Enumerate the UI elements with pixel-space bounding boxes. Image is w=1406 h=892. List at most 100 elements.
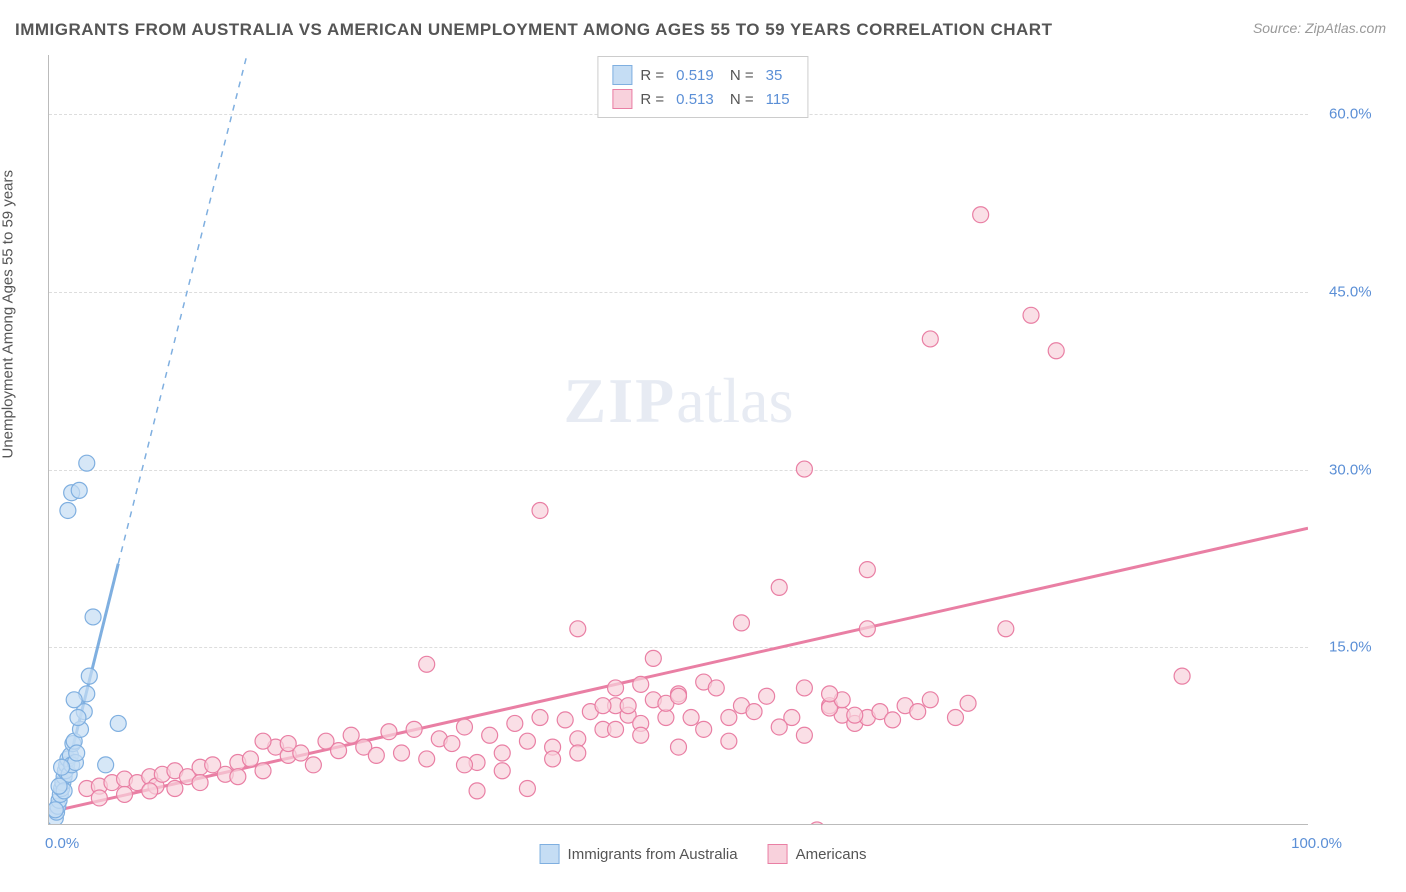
legend-item-1: Immigrants from Australia (540, 844, 738, 864)
y-axis-label: Unemployment Among Ages 55 to 59 years (0, 170, 17, 459)
data-point (608, 680, 624, 696)
data-point (771, 579, 787, 595)
data-point (519, 781, 535, 797)
data-point (771, 719, 787, 735)
legend-row-series-2: R = 0.513 N = 115 (612, 87, 793, 111)
legend-n-value-1: 35 (766, 67, 783, 84)
data-point (1048, 343, 1064, 359)
data-point (230, 769, 246, 785)
data-point (507, 715, 523, 731)
data-point (192, 775, 208, 791)
data-point (54, 759, 70, 775)
data-point (255, 763, 271, 779)
data-point (721, 733, 737, 749)
data-point (456, 719, 472, 735)
data-point (444, 736, 460, 752)
data-point (570, 621, 586, 637)
data-point (343, 727, 359, 743)
data-point (532, 710, 548, 726)
data-point (545, 751, 561, 767)
trend-line-immigrants-dashed (118, 55, 301, 564)
data-point (49, 802, 63, 818)
legend-swatch-bottom-1 (540, 844, 560, 864)
legend-label-1: Immigrants from Australia (568, 846, 738, 863)
data-point (671, 739, 687, 755)
legend-n-value-2: 115 (766, 91, 790, 108)
data-point (645, 650, 661, 666)
data-point (683, 710, 699, 726)
correlation-legend: R = 0.519 N = 35 R = 0.513 N = 115 (597, 56, 808, 118)
legend-label-2: Americans (796, 846, 867, 863)
data-point (532, 502, 548, 518)
data-point (71, 482, 87, 498)
legend-swatch-bottom-2 (768, 844, 788, 864)
data-point (51, 778, 67, 794)
data-point (98, 757, 114, 773)
data-point (633, 727, 649, 743)
legend-r-value-1: 0.519 (676, 67, 714, 84)
data-point (280, 736, 296, 752)
data-point (796, 680, 812, 696)
data-point (368, 747, 384, 763)
data-point (708, 680, 724, 696)
chart-svg (49, 55, 1308, 824)
legend-n-label: N = (726, 91, 754, 108)
data-point (456, 757, 472, 773)
data-point (822, 686, 838, 702)
data-point (960, 695, 976, 711)
legend-r-value-2: 0.513 (676, 91, 714, 108)
data-point (620, 698, 636, 714)
legend-r-label: R = (640, 67, 664, 84)
data-point (733, 615, 749, 631)
data-point (242, 751, 258, 767)
data-point (859, 621, 875, 637)
data-point (696, 721, 712, 737)
legend-n-label: N = (726, 67, 754, 84)
series-legend: Immigrants from Australia Americans (540, 844, 867, 864)
data-point (847, 707, 863, 723)
data-point (595, 698, 611, 714)
data-point (910, 704, 926, 720)
data-point (60, 502, 76, 518)
data-point (381, 724, 397, 740)
data-point (81, 668, 97, 684)
data-point (494, 763, 510, 779)
data-point (66, 692, 82, 708)
data-point (419, 656, 435, 672)
data-point (947, 710, 963, 726)
data-point (519, 733, 535, 749)
data-point (69, 745, 85, 761)
data-point (70, 710, 86, 726)
legend-swatch-2 (612, 89, 632, 109)
data-point (570, 745, 586, 761)
data-point (557, 712, 573, 728)
plot-area: ZIPatlas 0.0% 100.0% 15.0%30.0%45.0%60.0… (48, 55, 1308, 825)
data-point (494, 745, 510, 761)
data-point (922, 331, 938, 347)
data-point (922, 692, 938, 708)
data-point (885, 712, 901, 728)
data-point (973, 207, 989, 223)
data-point (796, 727, 812, 743)
legend-swatch-1 (612, 65, 632, 85)
data-point (608, 721, 624, 737)
data-point (406, 721, 422, 737)
data-point (167, 781, 183, 797)
data-point (1174, 668, 1190, 684)
data-point (394, 745, 410, 761)
legend-row-series-1: R = 0.519 N = 35 (612, 63, 793, 87)
source-attribution: Source: ZipAtlas.com (1253, 20, 1386, 36)
data-point (570, 731, 586, 747)
data-point (117, 786, 133, 802)
data-point (79, 455, 95, 471)
data-point (859, 562, 875, 578)
chart-title: IMMIGRANTS FROM AUSTRALIA VS AMERICAN UN… (15, 20, 1052, 40)
data-point (331, 743, 347, 759)
data-point (469, 783, 485, 799)
legend-r-label: R = (640, 91, 664, 108)
data-point (759, 688, 775, 704)
data-point (91, 790, 107, 806)
data-point (658, 710, 674, 726)
data-point (1023, 307, 1039, 323)
data-point (419, 751, 435, 767)
